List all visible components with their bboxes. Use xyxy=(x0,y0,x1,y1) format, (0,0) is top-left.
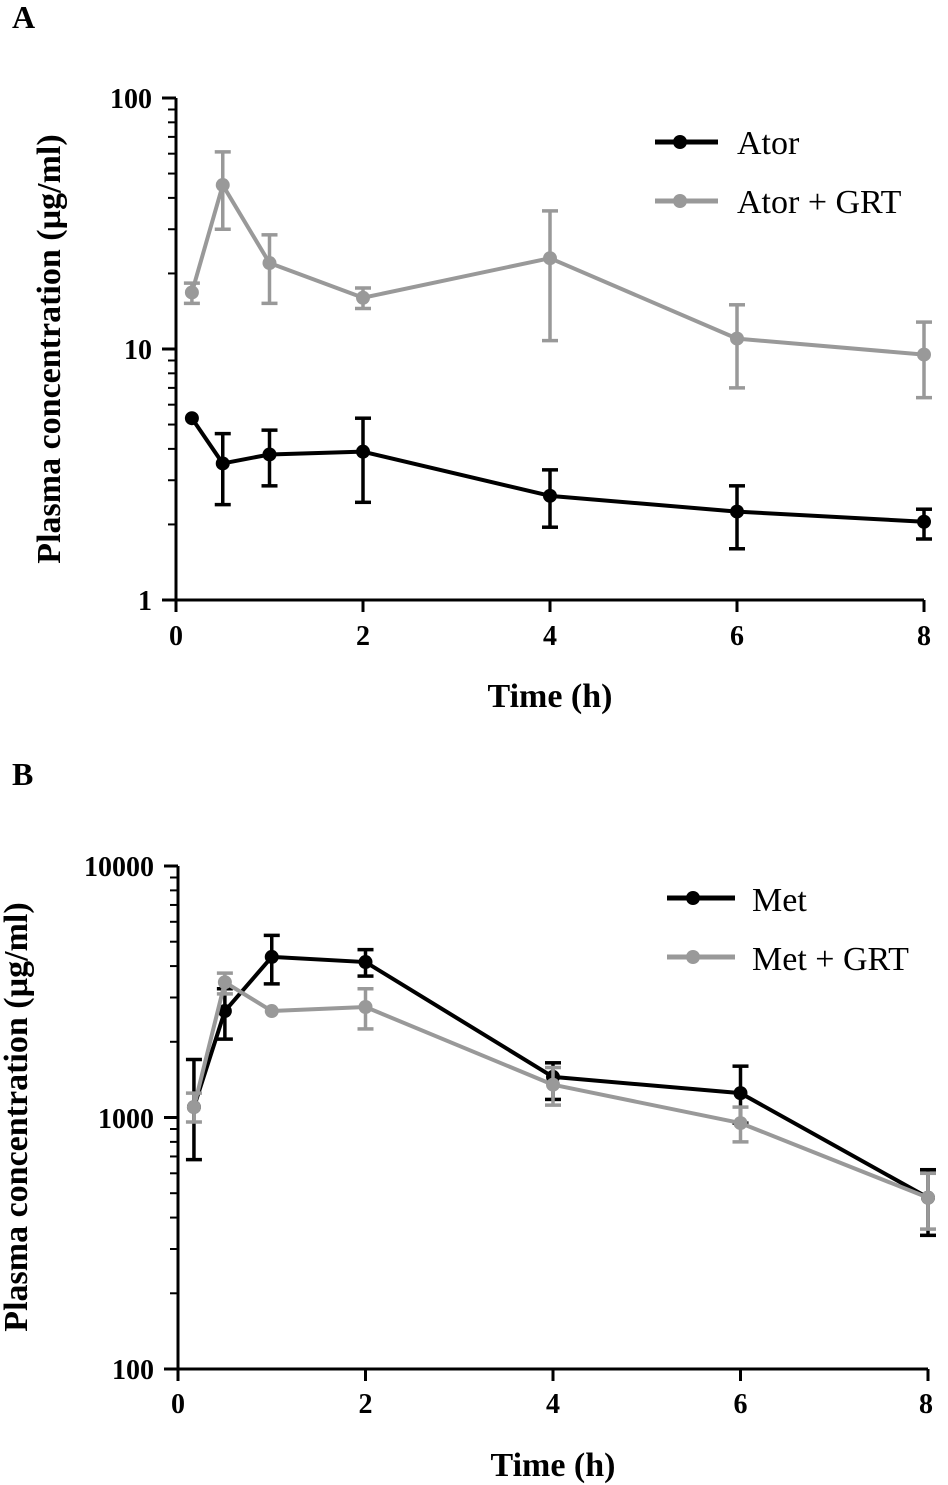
panel-b-x-ticks xyxy=(176,1369,930,1381)
panel-b-y-ticks xyxy=(164,864,178,1371)
panel-b-x-tick-label: 4 xyxy=(546,1389,560,1420)
panel-b-y-tick-label: 100 xyxy=(112,1355,154,1386)
legend-marker-ator xyxy=(673,135,687,149)
data-point xyxy=(733,1086,748,1101)
panel-a-x-tick-label: 2 xyxy=(356,621,370,652)
panel-a-x-axis-title: Time (h) xyxy=(488,678,613,715)
data-point xyxy=(186,1100,201,1115)
data-point xyxy=(921,1190,935,1205)
panel-b-label: B xyxy=(12,756,33,792)
data-point xyxy=(917,514,931,529)
data-point xyxy=(184,285,199,300)
data-point xyxy=(215,178,230,193)
panel-a-x-tick-labels: 0 2 4 6 8 xyxy=(169,621,931,652)
panel-a-x-tick-label: 4 xyxy=(543,621,557,652)
panel-a-x-tick-label: 8 xyxy=(917,621,931,652)
panel-b-x-tick-label: 6 xyxy=(734,1389,748,1420)
panel-a-y-tick-label: 10 xyxy=(124,335,152,366)
data-point xyxy=(184,411,199,426)
series-met-grt xyxy=(185,971,936,1231)
data-point xyxy=(543,251,557,266)
data-point xyxy=(262,447,277,462)
panel-a-x-tick-label: 0 xyxy=(169,621,183,652)
panel-a-y-tick-label: 100 xyxy=(110,84,152,115)
data-point xyxy=(264,949,279,964)
panel-a-y-axis-title: Plasma concentration (µg/ml) xyxy=(31,134,68,563)
legend-label-met: Met xyxy=(752,882,807,919)
panel-b-y-axis-title: Plasma concentration (µg/ml) xyxy=(0,902,35,1331)
panel-b-x-tick-labels: 0 2 4 6 8 xyxy=(171,1389,933,1420)
legend-label-met-grt: Met + GRT xyxy=(752,941,909,978)
data-point xyxy=(215,456,230,471)
panel-a-label: A xyxy=(12,0,35,35)
panel-a-y-tick-label: 1 xyxy=(138,586,152,617)
panel-a-x-ticks xyxy=(174,600,926,612)
data-point xyxy=(264,1004,279,1019)
panel-a: A 0 2 4 6 8 1 10 100 T xyxy=(12,0,932,715)
panel-a-series xyxy=(183,150,932,551)
legend-label-ator-grt: Ator + GRT xyxy=(737,184,902,221)
panel-a-y-ticks xyxy=(162,96,176,602)
data-point xyxy=(546,1077,560,1092)
panel-b-series xyxy=(185,933,936,1238)
data-point xyxy=(356,444,370,459)
legend-marker-ator-grt xyxy=(673,194,687,208)
data-point xyxy=(733,1116,748,1131)
panel-b-legend: Met Met + GRT xyxy=(667,882,909,978)
series-line xyxy=(192,954,929,1200)
panel-b: B 0 2 4 6 8 100 1000 10000 Time xyxy=(0,756,936,1484)
legend-marker-met xyxy=(686,891,700,905)
panel-b-y-tick-label: 10000 xyxy=(84,852,154,883)
data-point xyxy=(217,975,232,990)
panel-b-x-tick-label: 8 xyxy=(919,1389,933,1420)
panel-b-y-tick-label: 1000 xyxy=(98,1104,154,1135)
data-point xyxy=(356,290,370,305)
panel-b-y-tick-labels: 100 1000 10000 xyxy=(84,852,154,1386)
series-line xyxy=(191,980,929,1200)
data-point xyxy=(730,504,744,519)
data-point xyxy=(358,1000,373,1015)
data-point xyxy=(358,955,373,970)
data-point xyxy=(917,347,931,362)
panel-a-legend: Ator Ator + GRT xyxy=(655,125,902,221)
data-point xyxy=(543,488,557,503)
series-ator xyxy=(184,411,932,551)
series-ator-grt xyxy=(183,150,932,400)
data-point xyxy=(262,256,277,271)
panel-b-x-tick-label: 0 xyxy=(171,1389,185,1420)
panel-a-x-tick-label: 6 xyxy=(730,621,744,652)
legend-marker-met-grt xyxy=(686,950,700,964)
panel-b-x-axis-title: Time (h) xyxy=(491,1447,616,1484)
panel-a-y-tick-labels: 1 10 100 xyxy=(110,84,152,617)
legend-label-ator: Ator xyxy=(737,125,800,162)
panel-b-x-tick-label: 2 xyxy=(359,1389,373,1420)
data-point xyxy=(730,331,744,346)
data-point xyxy=(217,1004,232,1019)
